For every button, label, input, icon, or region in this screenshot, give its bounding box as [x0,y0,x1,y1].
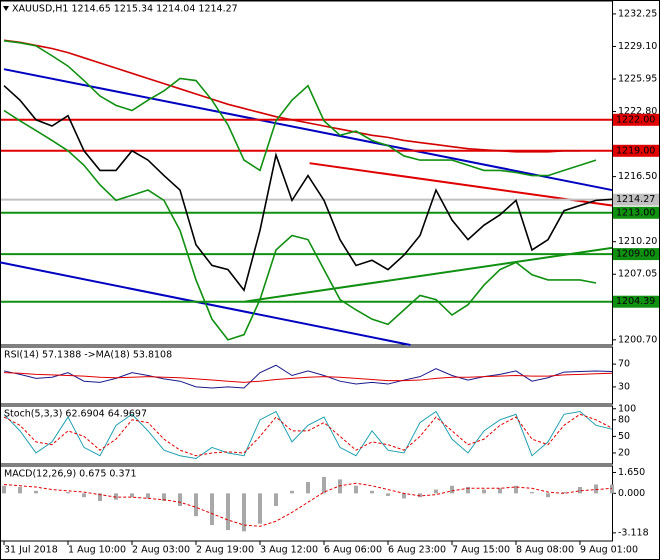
series-line [3,109,597,341]
level-label: 1209.00 [616,249,655,260]
x-tick-label: 1 Aug 10:00 [68,545,126,556]
histogram-bar [162,493,166,501]
y-tick-label: 0.000 [618,488,645,499]
histogram-bar [66,492,70,494]
histogram-bar [514,485,518,494]
histogram-bar [130,493,134,498]
x-tick-label: 3 Aug 12:00 [260,545,318,556]
y-tick-label: 1225.95 [618,73,657,84]
y-tick-label: 1207.05 [618,269,657,280]
histogram-bar [178,493,182,507]
panel-title: MACD(12,26,9) 0.675 0.371 [4,469,137,480]
histogram-bar [386,493,390,496]
histogram-bar [274,493,278,507]
histogram-bar [402,493,406,499]
level-label-box [613,193,659,206]
panel-border [0,465,613,542]
histogram-bar [450,485,454,494]
series-line [3,482,613,527]
histogram-bar [258,493,262,524]
histogram-bar [610,484,614,494]
level-label-box [613,248,659,261]
y-tick-label: 1222.80 [618,106,657,117]
histogram-bar [562,492,566,494]
level-label: 1213.00 [616,207,655,218]
y-tick-label: 1210.20 [618,236,657,247]
trendline [309,162,613,207]
histogram-bar [546,493,550,498]
x-tick-label: 6 Aug 23:00 [388,545,446,556]
histogram-bar [498,488,502,494]
histogram-bar [354,485,358,494]
level-label-box [613,295,659,308]
x-tick-label: 8 Aug 08:00 [516,545,574,556]
panel-title: XAUUSD,H1 1214.65 1215.34 1214.04 1214.2… [12,4,238,15]
histogram-bar [34,490,38,494]
panel-border [0,405,613,465]
panel-title: RSI(14) 57.1388 ->MA(18) 53.8108 [4,350,172,361]
histogram-bar [146,493,150,499]
y-tick-label: 1.650 [618,467,645,478]
trendline [3,68,613,192]
y-tick-label: 1232.25 [618,8,657,19]
level-label: 1222.00 [616,114,655,125]
y-tick-label: 1216.50 [618,171,657,182]
y-tick-label: 80 [618,414,630,425]
series-line [3,410,613,460]
histogram-bar [306,481,310,494]
histogram-bar [322,476,326,494]
histogram-bar [434,489,438,494]
y-tick-label: 70 [618,359,630,370]
level-label: 1219.00 [616,145,655,156]
y-tick-label: 30 [618,381,630,392]
x-tick-label: 6 Aug 06:00 [324,545,382,556]
histogram-bar [114,493,118,500]
y-tick-label: 1200.70 [618,334,657,345]
y-tick-label: 20 [618,447,630,458]
y-tick-label: -3.118 [618,527,649,538]
histogram-bar [18,487,22,494]
histogram-bar [290,490,294,494]
x-tick-label: 2 Aug 19:00 [196,545,254,556]
x-tick-label: 2 Aug 03:00 [132,545,190,556]
histogram-bar [530,492,534,494]
histogram-bar [194,493,198,517]
histogram-bar [226,493,230,531]
histogram-bar [242,493,246,532]
histogram-bar [2,485,6,494]
y-tick-label: 50 [618,431,630,442]
x-tick-label: 31 Jul 2018 [4,545,58,556]
trendline [244,246,613,303]
symbol-icon [3,6,9,11]
histogram-bar [98,493,102,501]
level-label-box [613,144,659,157]
x-tick-label: 9 Aug 01:00 [580,545,638,556]
histogram-bar [594,484,598,494]
histogram-bar [482,489,486,494]
histogram-bar [370,490,374,494]
histogram-bar [82,493,86,498]
level-label: 1214.27 [616,194,655,205]
panel-border [0,346,613,405]
histogram-bar [418,493,422,498]
level-label-box [613,206,659,219]
y-tick-label: 1229.10 [618,41,657,52]
panel-title: Stoch(5,3,3) 62.6904 64.9697 [4,409,147,420]
histogram-bar [578,487,582,494]
series-line [3,372,613,383]
histogram-bar [466,487,470,494]
series-line [3,364,613,389]
series-line [3,413,613,457]
y-tick-label: 100 [618,403,636,414]
x-tick-label: 7 Aug 15:00 [452,545,510,556]
panel-border [0,0,613,346]
series-line [3,85,613,293]
level-label-box [613,113,659,126]
series-line [3,39,580,153]
level-label: 1204.39 [616,296,655,307]
histogram-bar [210,493,214,526]
histogram-bar [338,479,342,494]
series-line [3,39,597,177]
